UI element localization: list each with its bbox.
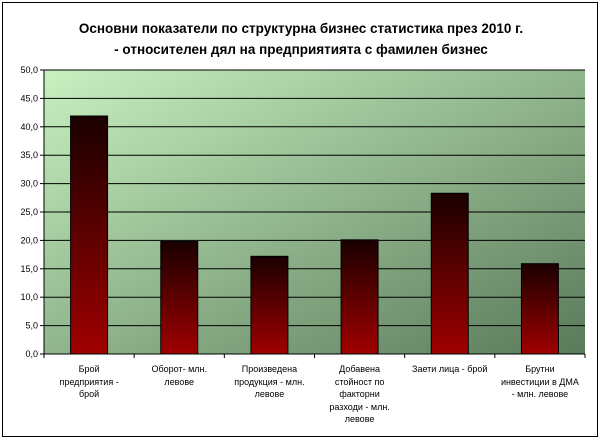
- x-tick-label-line: левове: [254, 389, 285, 400]
- x-tick-label-line: Оборот- млн.: [151, 364, 207, 374]
- y-tick-label: 25,0: [20, 207, 38, 217]
- x-tick-label-line: Добавена: [339, 364, 380, 374]
- x-tick-label-line: стойност по: [334, 376, 385, 387]
- x-tick-label: Оборот- млн. левове: [135, 363, 223, 388]
- x-tick-label-line: левове: [344, 414, 375, 425]
- x-tick-label-line: Заети лица - брой: [412, 364, 488, 374]
- x-tick-label: Произведена продукция - млн. левове: [225, 363, 313, 401]
- x-tick-label-line: Произведена: [241, 364, 298, 374]
- x-tick-label-line: Брой: [78, 364, 100, 374]
- x-tick-label: Брой предприятия - брой: [45, 363, 133, 401]
- bar: [70, 115, 109, 355]
- x-tick-label: Брутни инвестиции в ДМА - млн. левове: [496, 363, 584, 401]
- y-tick-label: 35,0: [20, 150, 38, 160]
- bar: [520, 263, 559, 355]
- chart-title-line-1: Основни показатели по структурна бизнес …: [78, 21, 524, 36]
- x-tick-label-line: Брутни: [525, 364, 555, 374]
- y-tick-label: 15,0: [20, 264, 38, 274]
- axes: [40, 69, 586, 358]
- y-tick-label: 30,0: [20, 179, 38, 189]
- x-tick-label: Добавена стойност по факторни разходи - млн…: [316, 363, 404, 426]
- y-tick-label: 40,0: [20, 122, 38, 132]
- bar: [160, 241, 199, 355]
- bar: [430, 192, 469, 355]
- y-tick-label: 5,0: [25, 321, 38, 331]
- y-tick-label: 10,0: [20, 292, 38, 302]
- y-tick-label: 45,0: [20, 93, 38, 103]
- x-tick-label-line: разходи - млн.: [329, 401, 390, 412]
- bar: [340, 239, 379, 355]
- x-tick-label-line: предприятия -: [59, 376, 119, 387]
- x-tick-label-line: продукция - млн.: [234, 376, 305, 387]
- x-tick-label: Заети лица - брой: [406, 363, 494, 376]
- x-tick-label-line: левове: [164, 376, 195, 387]
- y-tick-labels: 0,0 5,0 10,0 15,0 20,0 25,0 30,0 35,0 40,0 45,0 50…: [20, 65, 38, 359]
- bars: [70, 115, 559, 355]
- x-tick-label-line: инвестиции в ДМА: [500, 376, 579, 387]
- x-tick-label-line: - млн. левове: [511, 389, 569, 400]
- chart-title-line-2: - относителен дял на предприятията с фам…: [114, 42, 488, 57]
- gridlines: [44, 69, 585, 327]
- y-tick-label: 50,0: [20, 65, 38, 75]
- chart-title: Основни показатели по структурна бизнес …: [0, 18, 602, 60]
- y-tick-label: 0,0: [25, 349, 38, 359]
- bar: [250, 255, 289, 355]
- x-tick-label-line: брой: [78, 389, 100, 400]
- y-tick-label: 20,0: [20, 235, 38, 245]
- x-tick-label-line: факторни: [339, 389, 380, 400]
